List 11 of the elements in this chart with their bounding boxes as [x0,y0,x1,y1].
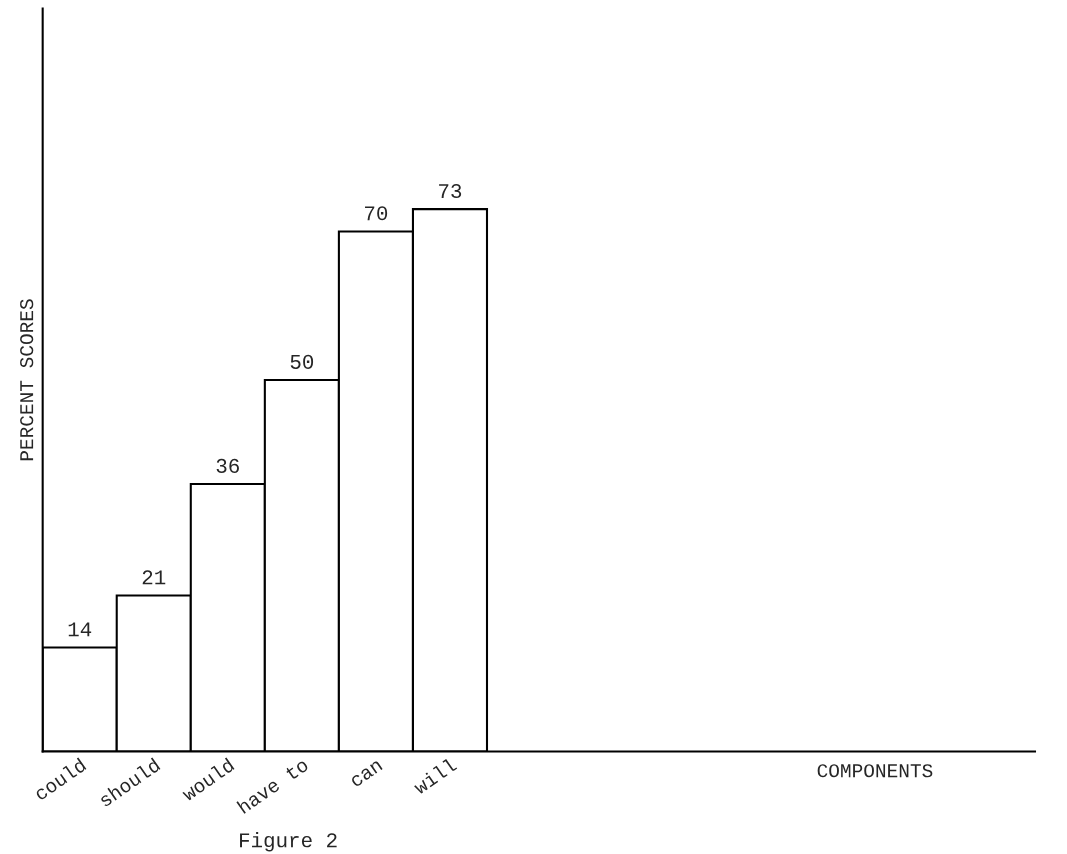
data-label: 36 [216,458,239,473]
data-label: 73 [439,183,462,199]
x-tick-label: can [350,760,383,788]
text: COMPONENTS [817,764,933,778]
caption: Figure 2 [240,832,337,852]
data-label: 14 [68,622,92,637]
data-label: 50 [290,354,314,369]
data-label: 21 [142,570,166,585]
x-tick-label: have to [236,757,310,814]
y-axis-title: PERCENT SCORES [20,299,34,461]
data-label: 70 [365,206,388,221]
